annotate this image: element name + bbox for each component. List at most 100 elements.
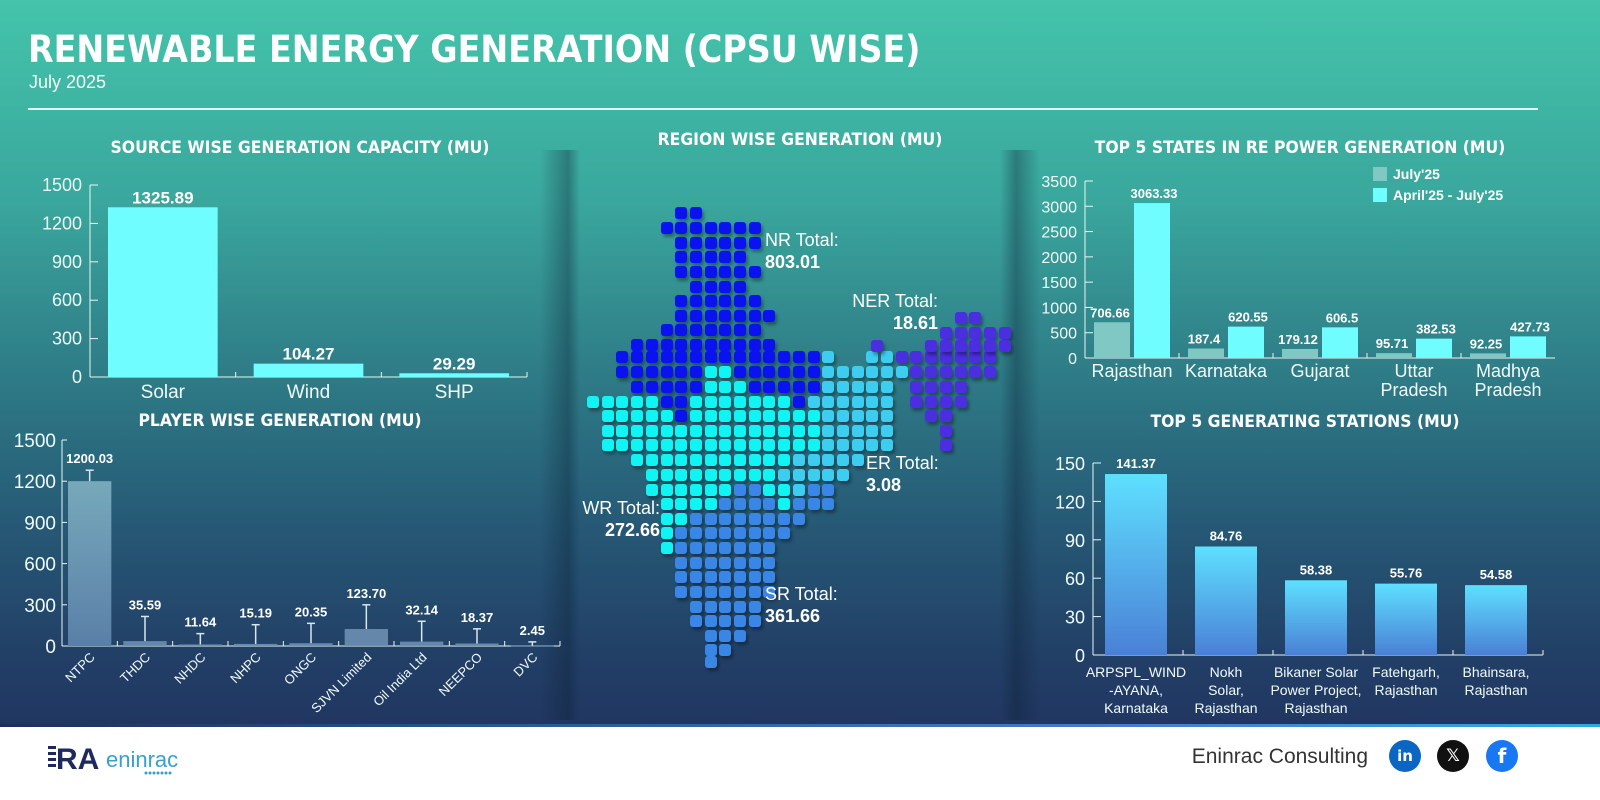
x-twitter-icon[interactable]: 𝕏 (1437, 740, 1469, 772)
map-dot-ner (954, 366, 967, 378)
map-dot-ner (954, 327, 967, 339)
map-dot-er (881, 410, 893, 422)
map-dot-ner (910, 396, 923, 408)
map-dot-wr (616, 439, 629, 451)
x-tick-label: NTPC (62, 650, 98, 686)
y-tick-label: 150 (1055, 454, 1085, 474)
map-dot-wr (660, 410, 673, 422)
map-dot-wr (689, 484, 702, 496)
source-wise-chart: 0 300 600 900 1200 1500 1325.89 Solar 104.27 Wind… (42, 175, 528, 403)
top-states-chart: 0 500 1000 1500 2000 2500 3000 3500 706.66 3063.3… (1041, 166, 1555, 400)
linkedin-icon[interactable]: in (1389, 740, 1421, 772)
bar (1285, 580, 1347, 655)
bar-shp (399, 373, 509, 377)
bar (289, 643, 333, 646)
ner-total-label: NER Total: 18.61 (852, 291, 938, 333)
map-dot-nr (660, 396, 673, 408)
map-dot-ner (925, 396, 938, 408)
map-dot-ner (939, 439, 952, 451)
x-tick-label: Solar, (1208, 682, 1244, 698)
x-tick-label: Rajasthan (1374, 682, 1437, 698)
x-tick-label: Uttar (1394, 361, 1433, 381)
bar-value-label: 20.35 (295, 604, 328, 619)
y-tick-label: 300 (24, 596, 56, 617)
map-dot-nr (734, 366, 746, 378)
facebook-icon[interactable]: f (1486, 740, 1518, 772)
bar-value-label: 1200.03 (66, 451, 113, 466)
map-dot-er (822, 366, 835, 378)
map-dot-ner (983, 366, 996, 378)
map-dot-sr (748, 601, 761, 613)
x-tick-label: Gujarat (1290, 361, 1349, 381)
map-dot-wr (807, 425, 820, 437)
map-dot-nr (719, 310, 732, 322)
map-dot-sr (822, 484, 835, 496)
map-dot-sr (734, 498, 746, 510)
map-dot-nr (763, 310, 776, 322)
map-dot-sr (748, 571, 761, 583)
map-dot-er (881, 425, 893, 437)
map-dot-wr (689, 425, 702, 437)
map-dot-sr (719, 601, 732, 613)
x-tick-label: NHPC (227, 650, 264, 687)
map-dot-sr (719, 498, 732, 510)
map-dot-wr (792, 410, 805, 422)
bar-solar (108, 207, 218, 377)
map-dot-sr (748, 615, 761, 627)
map-dot-wr (807, 410, 820, 422)
map-dot-er (881, 351, 893, 363)
map-dot-wr (587, 396, 599, 408)
map-dot-sr (748, 498, 761, 510)
map-dot-nr (675, 410, 688, 422)
map-dot-nr (719, 339, 732, 351)
map-dot-nr (748, 351, 761, 363)
x-tick-label: Madhya (1476, 361, 1541, 381)
map-dot-er (822, 351, 835, 363)
map-dot-sr (734, 571, 746, 583)
map-dot-nr (704, 339, 717, 351)
map-dot-ner (925, 351, 938, 363)
y-tick-label: 2500 (1041, 225, 1077, 242)
map-dot-nr (734, 281, 746, 293)
map-dot-ner (939, 340, 952, 352)
map-dot-wr (660, 527, 673, 539)
legend-swatch (1373, 188, 1387, 202)
map-dot-er (836, 469, 849, 481)
x-tick-label: Nokh (1210, 664, 1243, 680)
map-dot-sr (719, 542, 732, 554)
map-dot-er (836, 366, 849, 378)
map-dot-nr (792, 366, 805, 378)
logo-text-eninrac: eninrac (106, 747, 178, 772)
bar-july (1094, 322, 1130, 358)
x-tick-label: SHP (435, 382, 474, 403)
bar-value-label: 1325.89 (132, 188, 193, 207)
map-dot-sr (704, 615, 717, 627)
map-dot-nr (792, 351, 805, 363)
map-dot-er (881, 439, 893, 451)
bar-value-label: 11.64 (184, 615, 217, 630)
map-dot-nr (689, 366, 702, 378)
sr-total-label: SR Total: 361.66 (765, 584, 838, 626)
y-tick-label: 0 (45, 637, 56, 658)
map-dot-wr (748, 454, 761, 466)
map-dot-nr (616, 366, 629, 378)
map-dot-sr (778, 527, 791, 539)
map-dot-wr (807, 439, 820, 451)
map-dot-sr (734, 586, 746, 598)
map-dot-sr (748, 586, 761, 598)
map-dot-nr (734, 339, 746, 351)
bar-value-label: 58.38 (1300, 562, 1333, 577)
footer (0, 727, 1600, 800)
map-dot-nr (719, 351, 732, 363)
bar-value-label: 95.71 (1376, 336, 1409, 351)
map-dot-nr (704, 281, 717, 293)
map-dot-nr (748, 295, 761, 307)
panel-divider-right (1000, 150, 1040, 720)
map-dot-er (822, 439, 835, 451)
map-dot-wr (778, 454, 791, 466)
map-dot-nr (689, 266, 702, 278)
map-dot-wr (719, 454, 732, 466)
bar (1105, 474, 1167, 655)
map-dot-sr (689, 527, 702, 539)
eninrac-logo[interactable]: RA eninrac (48, 740, 188, 780)
